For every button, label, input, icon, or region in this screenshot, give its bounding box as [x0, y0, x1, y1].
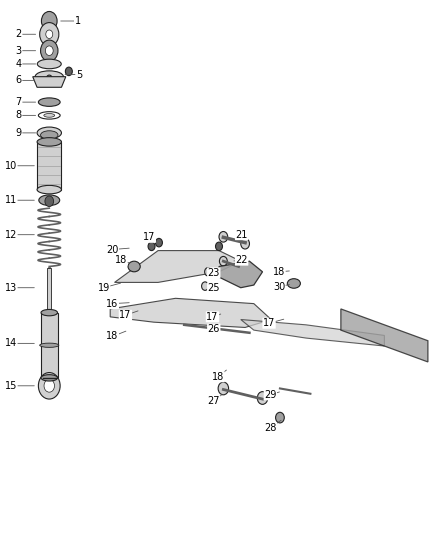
Ellipse shape	[37, 127, 61, 139]
Text: 30: 30	[273, 281, 285, 292]
Text: 27: 27	[208, 396, 220, 406]
Bar	[41, 313, 57, 378]
Ellipse shape	[37, 138, 61, 146]
Circle shape	[276, 413, 284, 423]
Ellipse shape	[44, 114, 55, 117]
Text: 2: 2	[16, 29, 22, 39]
Polygon shape	[115, 251, 241, 282]
Circle shape	[148, 242, 155, 251]
Ellipse shape	[40, 343, 59, 348]
Polygon shape	[341, 309, 428, 362]
Text: 16: 16	[106, 298, 119, 309]
Circle shape	[215, 242, 223, 251]
Bar	[47, 268, 51, 312]
Circle shape	[257, 392, 268, 405]
Ellipse shape	[39, 98, 60, 107]
Circle shape	[46, 75, 52, 83]
Text: 20: 20	[106, 245, 119, 255]
Circle shape	[42, 12, 57, 30]
Text: 18: 18	[115, 255, 127, 265]
Circle shape	[219, 256, 227, 266]
Text: 21: 21	[236, 230, 248, 240]
Ellipse shape	[39, 195, 60, 206]
Text: 5: 5	[76, 70, 82, 79]
Circle shape	[205, 268, 212, 276]
Circle shape	[41, 40, 58, 61]
Ellipse shape	[37, 59, 61, 69]
Text: 8: 8	[16, 110, 22, 120]
Circle shape	[44, 379, 54, 392]
Text: 7: 7	[16, 97, 22, 107]
Text: 17: 17	[206, 312, 219, 322]
Text: 10: 10	[5, 161, 17, 171]
Polygon shape	[33, 77, 66, 87]
Circle shape	[45, 196, 53, 207]
Ellipse shape	[41, 131, 58, 139]
Text: 6: 6	[16, 75, 22, 85]
Ellipse shape	[128, 261, 140, 272]
Circle shape	[39, 373, 60, 399]
Text: 11: 11	[5, 195, 17, 205]
Text: 29: 29	[264, 390, 276, 400]
Text: 1: 1	[74, 16, 81, 26]
Circle shape	[241, 238, 250, 249]
Text: 18: 18	[212, 372, 224, 382]
Ellipse shape	[35, 71, 64, 83]
Polygon shape	[110, 298, 271, 327]
Circle shape	[46, 30, 53, 38]
Text: 25: 25	[208, 282, 220, 293]
Text: 28: 28	[264, 423, 276, 433]
Circle shape	[40, 22, 59, 46]
Text: 23: 23	[208, 268, 220, 278]
Text: 19: 19	[98, 282, 110, 293]
Ellipse shape	[41, 310, 57, 316]
Circle shape	[219, 231, 228, 242]
Text: 9: 9	[16, 128, 22, 138]
Text: 3: 3	[16, 46, 22, 56]
Text: 17: 17	[263, 318, 275, 328]
Text: 4: 4	[16, 59, 22, 69]
Circle shape	[201, 282, 208, 290]
Ellipse shape	[287, 279, 300, 288]
Text: 18: 18	[273, 267, 285, 277]
Text: 12: 12	[5, 230, 17, 240]
Ellipse shape	[41, 375, 57, 381]
Polygon shape	[219, 261, 262, 288]
Text: 14: 14	[5, 338, 17, 349]
Polygon shape	[241, 319, 385, 346]
Text: 15: 15	[5, 381, 17, 391]
Circle shape	[155, 238, 162, 247]
Circle shape	[46, 46, 53, 55]
Bar	[37, 142, 61, 190]
Text: 22: 22	[235, 255, 248, 265]
Text: 18: 18	[106, 332, 119, 342]
Text: 26: 26	[208, 324, 220, 334]
Text: 17: 17	[119, 310, 131, 320]
Circle shape	[65, 67, 72, 76]
Ellipse shape	[37, 185, 61, 194]
Circle shape	[218, 382, 229, 395]
Text: 13: 13	[5, 282, 17, 293]
Ellipse shape	[39, 112, 60, 119]
Text: 17: 17	[143, 232, 155, 243]
